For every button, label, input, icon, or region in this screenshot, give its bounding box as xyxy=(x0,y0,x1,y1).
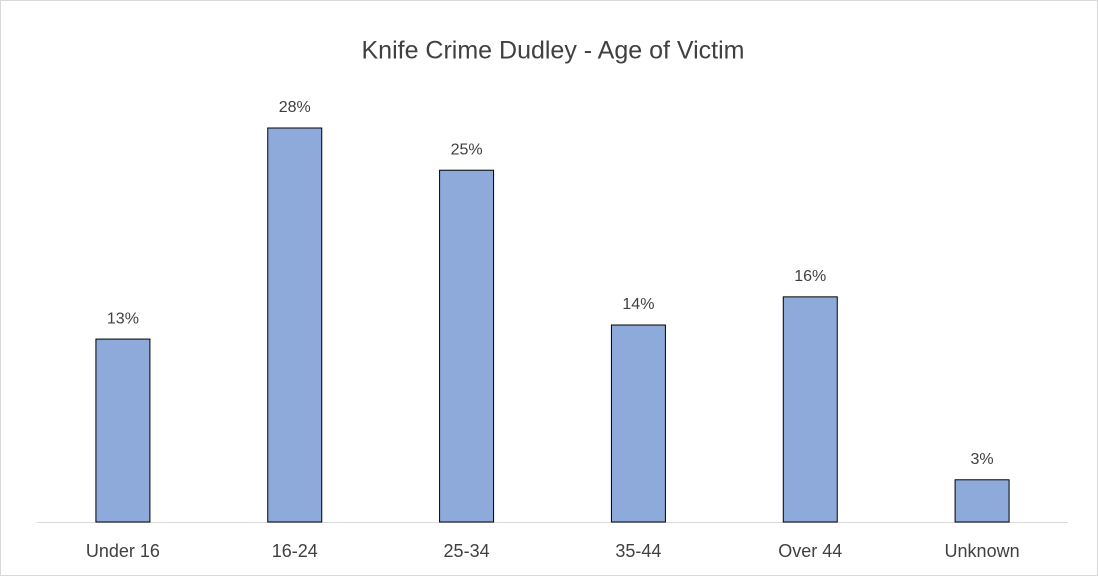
bar xyxy=(267,127,323,523)
data-label: 28% xyxy=(279,99,311,116)
x-tick-label: 16-24 xyxy=(272,541,318,561)
data-label: 14% xyxy=(622,296,654,313)
bar xyxy=(95,338,151,523)
bar xyxy=(610,324,666,523)
x-tick-label: 25-34 xyxy=(444,541,490,561)
x-tick-label: Over 44 xyxy=(778,541,842,561)
bar xyxy=(954,479,1010,523)
x-tick-label: 35-44 xyxy=(615,541,661,561)
data-label: 16% xyxy=(794,268,826,285)
data-label: 3% xyxy=(971,451,994,468)
bar xyxy=(439,169,495,523)
x-tick-label: Unknown xyxy=(945,541,1020,561)
chart-title: Knife Crime Dudley - Age of Victim xyxy=(361,37,744,65)
data-label: 13% xyxy=(107,310,139,327)
bar xyxy=(782,296,838,523)
x-tick-label: Under 16 xyxy=(86,541,160,561)
data-label: 25% xyxy=(451,141,483,158)
